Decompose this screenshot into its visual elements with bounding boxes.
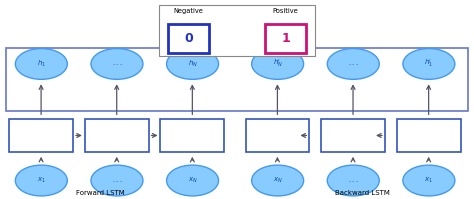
Ellipse shape — [403, 165, 455, 196]
Ellipse shape — [91, 165, 143, 196]
FancyBboxPatch shape — [85, 119, 149, 152]
Ellipse shape — [15, 165, 67, 196]
Ellipse shape — [327, 49, 379, 79]
Ellipse shape — [166, 165, 219, 196]
Text: $x_N$: $x_N$ — [273, 176, 283, 185]
Text: $...$: $...$ — [112, 178, 122, 183]
Text: $h_N$: $h_N$ — [188, 59, 198, 69]
Text: $x_1$: $x_1$ — [424, 176, 433, 185]
Text: 1: 1 — [281, 32, 290, 45]
Text: $h^{\prime}_N$: $h^{\prime}_N$ — [273, 58, 283, 70]
Text: $h_1$: $h_1$ — [37, 59, 46, 69]
Ellipse shape — [403, 49, 455, 79]
FancyBboxPatch shape — [246, 119, 310, 152]
Text: $h^{\prime}_1$: $h^{\prime}_1$ — [424, 58, 433, 70]
Text: $...$: $...$ — [348, 61, 359, 67]
Text: $x_N$: $x_N$ — [188, 176, 198, 185]
Ellipse shape — [252, 49, 304, 79]
Text: 0: 0 — [184, 32, 193, 45]
FancyBboxPatch shape — [168, 24, 209, 53]
FancyBboxPatch shape — [9, 119, 73, 152]
Ellipse shape — [166, 49, 219, 79]
FancyBboxPatch shape — [321, 119, 385, 152]
Text: Backward LSTM: Backward LSTM — [335, 190, 390, 196]
FancyBboxPatch shape — [160, 119, 224, 152]
FancyBboxPatch shape — [159, 5, 315, 56]
Text: Negative: Negative — [173, 8, 203, 14]
FancyBboxPatch shape — [397, 119, 461, 152]
Text: Positive: Positive — [273, 8, 298, 14]
FancyBboxPatch shape — [6, 48, 468, 111]
Ellipse shape — [252, 165, 304, 196]
Text: $...$: $...$ — [348, 178, 359, 183]
FancyBboxPatch shape — [265, 24, 306, 53]
Ellipse shape — [91, 49, 143, 79]
Text: $x_1$: $x_1$ — [37, 176, 46, 185]
Text: Forward LSTM: Forward LSTM — [75, 190, 124, 196]
Ellipse shape — [15, 49, 67, 79]
Text: $...$: $...$ — [112, 61, 122, 67]
Ellipse shape — [327, 165, 379, 196]
